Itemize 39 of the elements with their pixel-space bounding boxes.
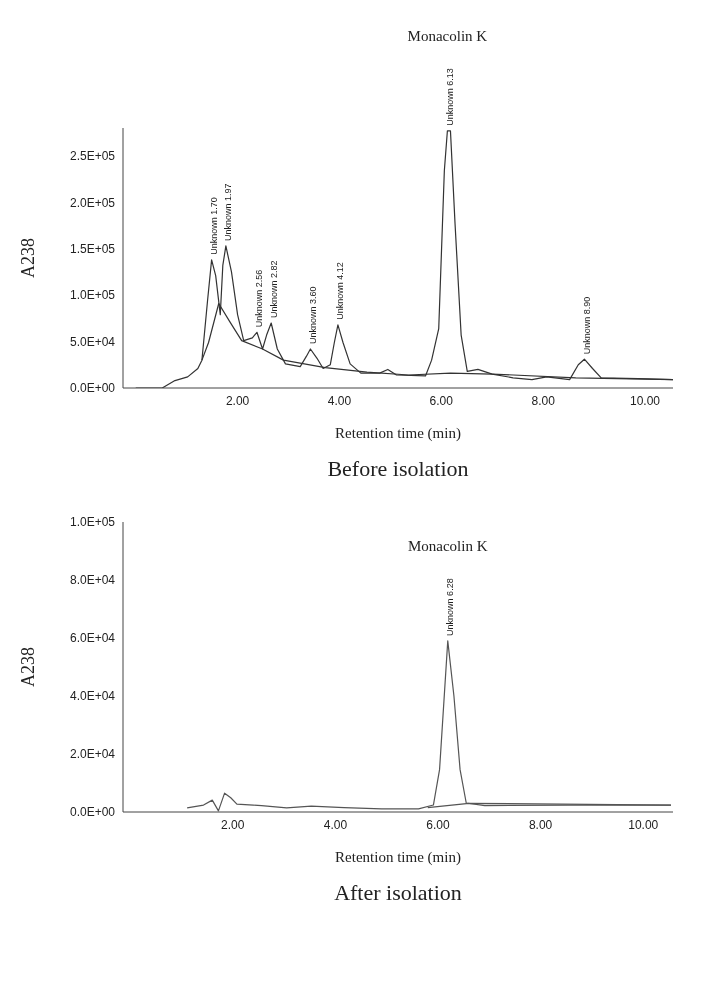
y-tick-label: 2.0E+04 [69, 747, 116, 762]
text: After isolation [333, 880, 463, 906]
annotation: Unknown 8.90 [581, 296, 592, 355]
x-tick-label: 6.00 [426, 817, 451, 832]
y-tick-label: 4.0E+04 [69, 689, 116, 704]
y-tick-label: 2.0E+05 [69, 195, 116, 210]
annotation: Unknown 1.70 [208, 197, 219, 255]
x-tick-label: 2.00 [221, 817, 245, 832]
x-tick-label: 8.00 [531, 393, 556, 408]
annotation: Unknown 4.12 [335, 262, 346, 320]
x-tick-label: 10.00 [628, 817, 659, 832]
x-tick-label: 4.00 [327, 393, 352, 408]
annotation: Unknown 2.82 [268, 260, 279, 318]
y-tick-label: 1.0E+05 [69, 288, 116, 303]
y-axis-title: A238 [18, 238, 39, 278]
y-tick-label: 2.5E+05 [69, 149, 116, 164]
annotation: Unknown 3.60 [307, 286, 318, 344]
y-tick-label: 1.0E+05 [69, 515, 116, 530]
y-tick-label: 8.0E+04 [69, 573, 116, 588]
annotation: Unknown 2.56 [254, 269, 265, 328]
annotation: Unknown 6.13 [444, 68, 455, 126]
x-tick-label: 10.00 [629, 393, 661, 408]
x-axis-title: Retention time (min) [335, 849, 461, 866]
x-tick-label: 6.00 [429, 393, 454, 408]
annotation: Unknown 6.28 [445, 578, 456, 636]
text: Monacolin K [407, 27, 488, 44]
x-tick-label: 8.00 [528, 817, 553, 832]
annotation: Unknown 1.97 [223, 183, 234, 241]
y-axis-title: A238 [18, 647, 39, 687]
y-tick-label: 0.0E+00 [69, 805, 116, 820]
x-axis-title: Retention time (min) [335, 425, 461, 442]
x-tick-label: 2.00 [225, 393, 250, 408]
x-tick-label: 4.00 [323, 817, 348, 832]
annotation: Monacolin K [407, 537, 488, 554]
y-tick-label: 6.0E+04 [69, 631, 116, 646]
y-tick-label: 5.0E+04 [69, 334, 116, 349]
y-tick-label: 0.0E+00 [69, 381, 116, 396]
y-tick-label: 1.5E+05 [69, 241, 116, 256]
text: Before isolation [326, 456, 470, 482]
